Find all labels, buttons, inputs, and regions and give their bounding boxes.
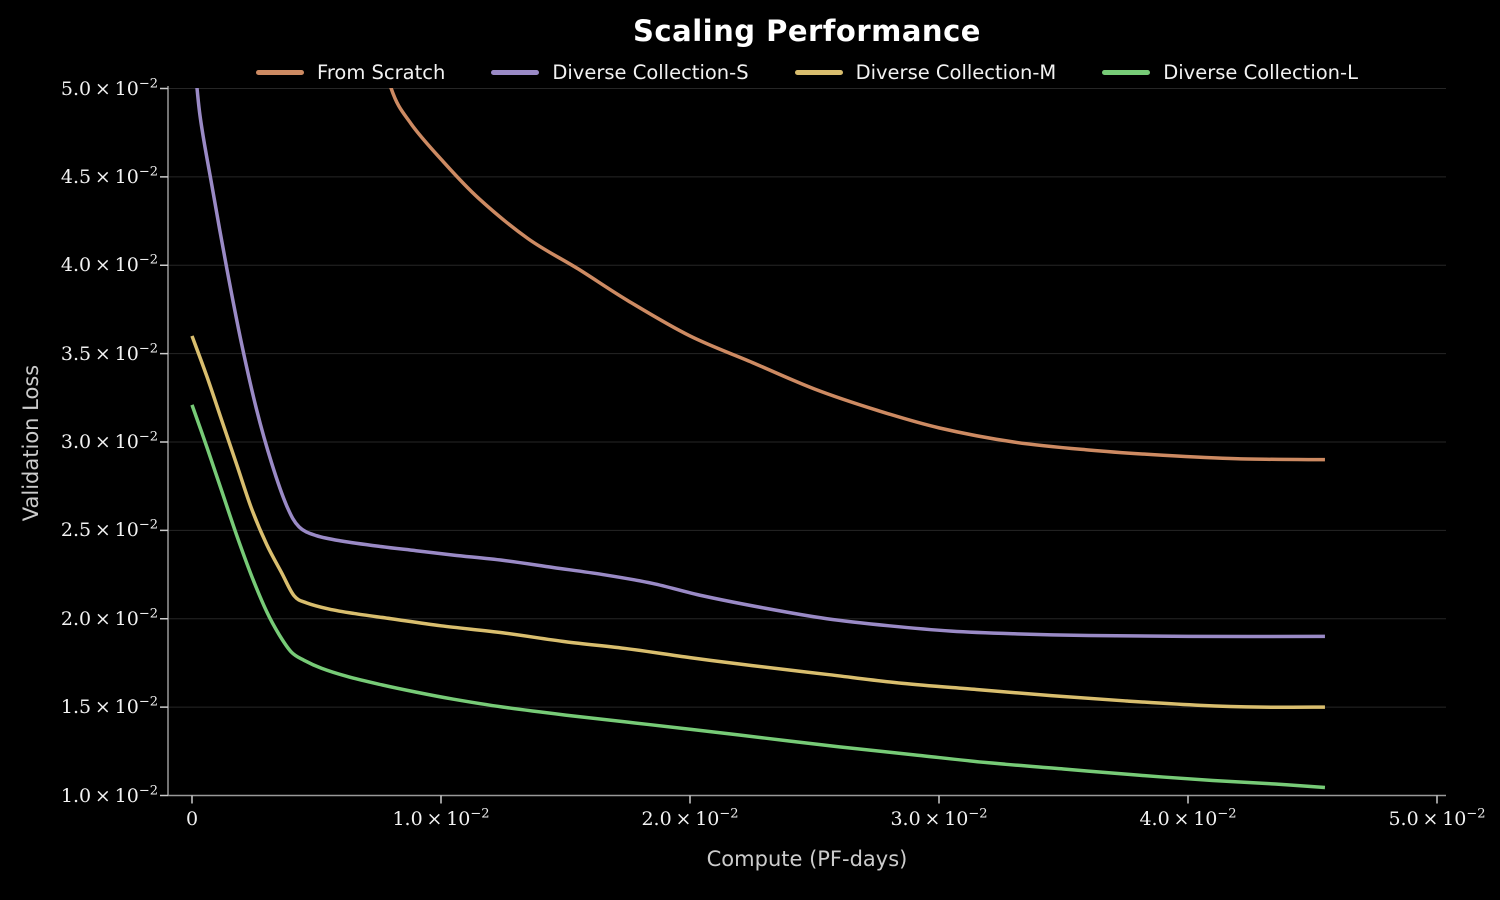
series-line-diverse-collection-l (190, 404, 1326, 790)
y-tick-label: 2.5 × 10−2 (60, 518, 158, 542)
x-tick-label: 1.0 × 10−2 (392, 806, 490, 830)
x-tick-label: 5.0 × 10−2 (1388, 806, 1486, 830)
y-tick-label: 1.0 × 10−2 (60, 783, 158, 807)
y-tick-label: 4.0 × 10−2 (60, 252, 158, 277)
legend-swatch (794, 70, 843, 75)
legend-item: Diverse Collection-S (491, 61, 749, 84)
legend-item: Diverse Collection-M (794, 61, 1057, 84)
series-line-diverse-collection-s (195, 88, 1325, 639)
y-tick-label: 2.0 × 10−2 (60, 606, 158, 630)
legend-swatch (491, 70, 540, 75)
x-tick-label: 4.0 × 10−2 (1139, 806, 1237, 830)
legend-swatch (1102, 70, 1151, 75)
y-tick-label: 1.5 × 10−2 (60, 694, 158, 719)
chart-title: Scaling Performance (633, 14, 981, 48)
legend-item: From Scratch (256, 61, 445, 84)
legend-label: From Scratch (317, 61, 446, 84)
x-tick-label: 2.0 × 10−2 (641, 806, 739, 830)
y-tick-label: 5.0 × 10−2 (60, 76, 158, 100)
series-line-from-scratch (389, 88, 1325, 462)
y-tick-label: 3.5 × 10−2 (60, 341, 158, 365)
series-line-diverse-collection-m (190, 335, 1325, 710)
legend-label: Diverse Collection-S (552, 61, 749, 84)
y-tick-label: 3.0 × 10−2 (60, 429, 158, 453)
legend-swatch (256, 70, 305, 75)
x-tick-label: 0 (185, 808, 199, 830)
y-tick-label: 4.5 × 10−2 (60, 164, 158, 188)
legend-label: Diverse Collection-L (1163, 61, 1358, 84)
x-tick-label: 3.0 × 10−2 (890, 806, 988, 830)
legend-label: Diverse Collection-M (855, 61, 1057, 84)
y-axis-label: Validation Loss (19, 364, 43, 522)
legend-item: Diverse Collection-L (1102, 61, 1358, 84)
x-axis-label: Compute (PF-days) (706, 847, 908, 871)
legend: From Scratch Diverse Collection-S Diverse … (168, 61, 1446, 84)
